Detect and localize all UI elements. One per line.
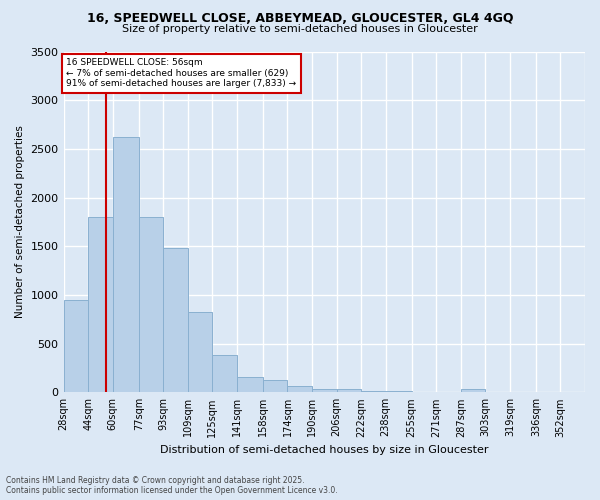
Bar	[163, 248, 188, 392]
Bar	[88, 217, 113, 392]
X-axis label: Distribution of semi-detached houses by size in Gloucester: Distribution of semi-detached houses by …	[160, 445, 488, 455]
Bar	[64, 300, 88, 392]
Bar	[237, 377, 263, 392]
Bar	[212, 356, 237, 393]
Bar	[263, 380, 287, 392]
Y-axis label: Number of semi-detached properties: Number of semi-detached properties	[15, 126, 25, 318]
Bar	[312, 390, 337, 392]
Bar	[461, 389, 485, 392]
Bar	[113, 137, 139, 392]
Bar	[188, 312, 212, 392]
Text: Contains HM Land Registry data © Crown copyright and database right 2025.
Contai: Contains HM Land Registry data © Crown c…	[6, 476, 338, 495]
Bar	[139, 217, 163, 392]
Text: 16, SPEEDWELL CLOSE, ABBEYMEAD, GLOUCESTER, GL4 4GQ: 16, SPEEDWELL CLOSE, ABBEYMEAD, GLOUCEST…	[87, 12, 513, 26]
Bar	[287, 386, 312, 392]
Text: 16 SPEEDWELL CLOSE: 56sqm
← 7% of semi-detached houses are smaller (629)
91% of : 16 SPEEDWELL CLOSE: 56sqm ← 7% of semi-d…	[66, 58, 296, 88]
Bar	[337, 390, 361, 392]
Text: Size of property relative to semi-detached houses in Gloucester: Size of property relative to semi-detach…	[122, 24, 478, 34]
